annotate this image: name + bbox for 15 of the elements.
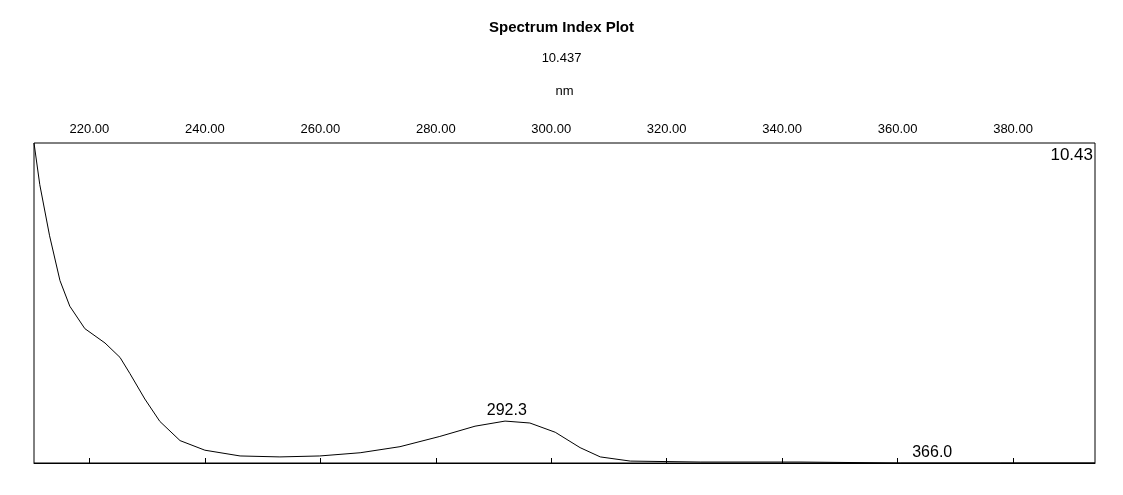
x-tick-label: 280.00 (415, 121, 456, 136)
annotation: 10.43 (1050, 145, 1094, 164)
x-tick-label: 320.00 (646, 121, 687, 136)
annotation: 292.3 (486, 400, 527, 418)
x-tick-label: 240.00 (184, 121, 225, 136)
x-tick-label: 220.00 (69, 121, 110, 136)
x-axis-title: nm (555, 83, 574, 98)
x-tick-label: 340.00 (762, 121, 803, 136)
annotation: 366.0 (912, 442, 953, 460)
x-tick-label: 380.00 (993, 121, 1033, 136)
chart-title: Spectrum Index Plot (488, 18, 635, 35)
x-tick-label: 300.00 (531, 121, 572, 136)
x-tick-label: 360.00 (877, 121, 918, 136)
x-tick-label: 260.00 (300, 121, 341, 136)
chart-subtitle: 10.437 (541, 50, 582, 65)
